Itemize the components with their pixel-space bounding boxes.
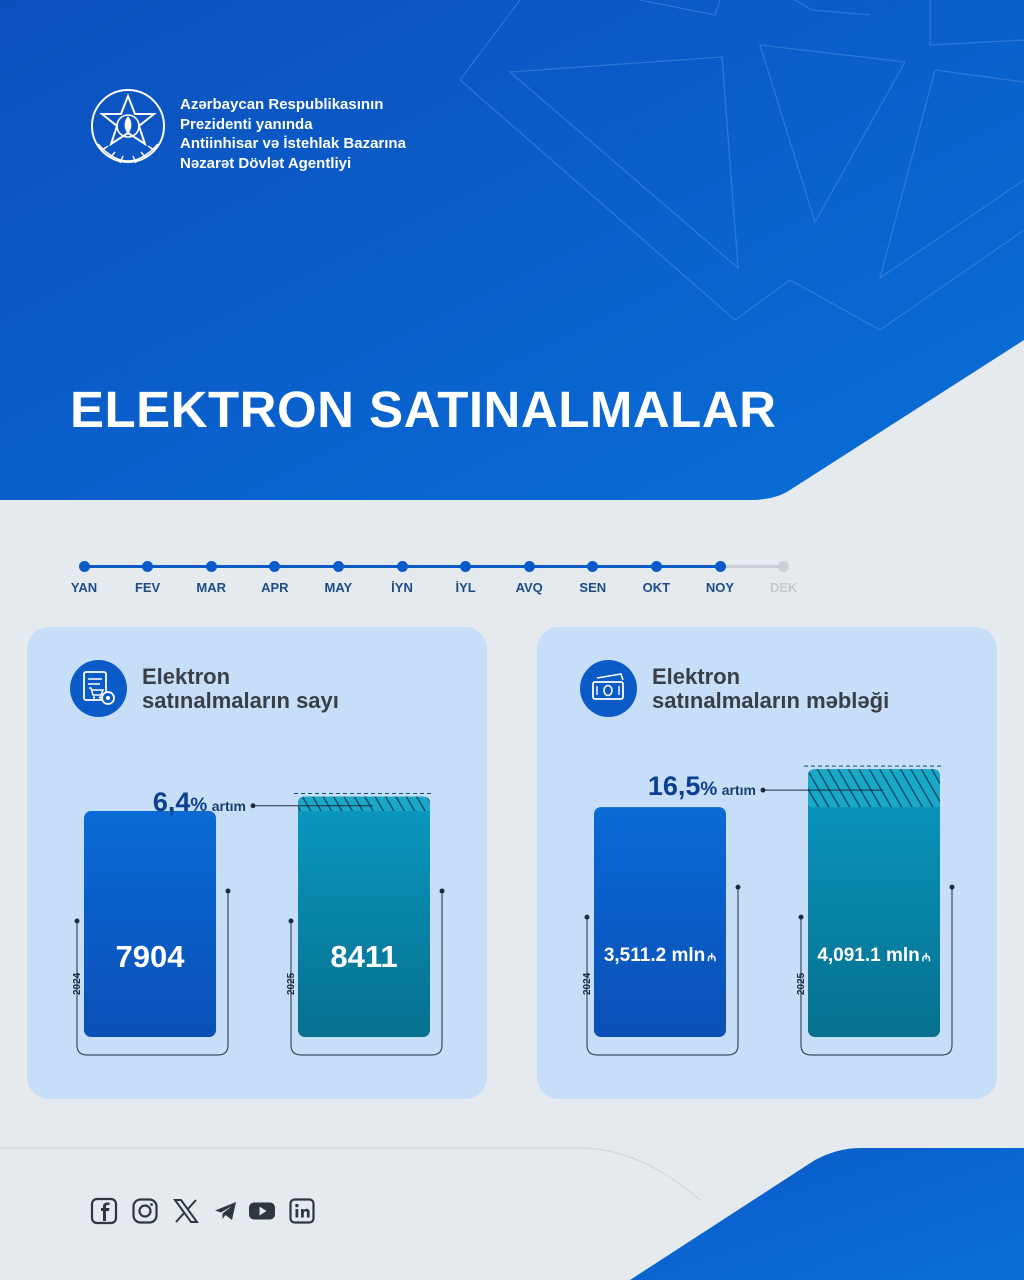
bar-frame [586,887,739,1056]
bar-value-label: 7904 [115,939,185,974]
timeline-dot [714,561,726,572]
bar-frame [800,887,953,1056]
frame-dot [798,914,804,920]
growth-word: artım [721,782,756,799]
timeline-track-inactive [720,565,784,568]
growth-number: 6,4 [152,786,191,817]
timeline-month-label: OKT [642,580,671,595]
timeline-month-label: YAN [70,580,98,595]
card-title-line-2: satınalmaların sayı [142,688,339,713]
month-timeline: YAN FEV MAR APR MAY İYN İYL AVQ SEN OKT NOY DEK [0,550,1024,600]
growth-word: artım [211,797,246,814]
bar-value-text: 4,091.1 mln [817,945,920,966]
cart-document-gear-icon [70,660,127,717]
growth-hatch [298,796,430,812]
growth-number: 16,5 [647,771,701,802]
bar-value-text: 3,511.2 mln [603,945,706,966]
frame-dot [74,918,80,924]
growth-label: 6,4% artım [153,787,246,818]
page-title: ELEKTRON SATINALMALAR [70,381,777,438]
frame-dot [439,888,445,894]
year-label: 2025 [796,972,807,995]
card-title-line-1: Elektron [142,664,231,689]
purchase-count-card: Elektron satınalmaların sayı 6,4% artım 7… [27,627,487,1099]
bar-value-label: 3,511.2 mln ₼ [594,945,726,967]
telegram-icon[interactable] [212,1197,240,1225]
timeline-month-label: DEK [769,580,798,595]
timeline-dot [460,561,472,572]
org-line-3: Antiinhisar və İstehlak Bazarına [180,135,406,152]
timeline-dot [396,561,408,572]
timeline-month-label: AVQ [515,580,543,595]
bar-chart [584,765,955,1056]
timeline-month-label: MAR [196,580,226,595]
bar-frame [76,891,229,1056]
timeline-dot [78,561,90,572]
timeline-dot [332,561,344,572]
year-label: 2024 [72,972,83,995]
timeline-dot [523,561,535,572]
bar-frame [290,891,443,1056]
org-line-1: Azərbaycan Respublikasının [180,96,384,113]
linkedin-icon[interactable] [288,1197,316,1225]
bar-value-label: 4,091.1 mln ₼ [808,945,940,967]
card-title: Elektron satınalmaların sayı [142,665,339,713]
org-line-4: Nəzarət Dövlət Agentliyi [180,154,352,172]
timeline-month-label: MAY [324,580,353,595]
purchase-amount-card: Elektron satınalmaların məbləği 16,5% ar… [537,627,997,1099]
header-background [0,0,1024,500]
bar-2024 [84,811,216,1037]
timeline-dot [778,561,790,572]
timeline-month-label: APR [261,580,289,595]
footer-background [0,1147,1024,1280]
header-banner: Azərbaycan Respublikasının Prezidenti ya… [0,0,1024,500]
frame-dot [584,914,590,920]
state-emblem-icon [91,89,165,164]
card-title-line-1: Elektron [652,664,741,689]
growth-label: 16,5% artım [648,771,756,802]
org-line-2: Prezidenti yanında [180,115,313,133]
manat-symbol: ₼ [707,952,717,964]
card-title: Elektron satınalmaların məbləği [652,665,889,713]
frame-dot [949,884,955,890]
year-label: 2024 [582,972,593,995]
bar-2024 [594,807,726,1037]
bar-chart [74,793,445,1056]
timeline-month-label: İYN [391,580,413,595]
timeline-dot [587,561,599,572]
frame-dot [288,918,294,924]
timeline-dot [142,561,154,572]
card-title-line-2: satınalmaların məbləği [652,688,890,713]
bar-2025 [298,796,430,1037]
footer [0,1140,1024,1280]
frame-dot [225,888,231,894]
manat-symbol: ₼ [921,952,931,964]
money-bill-icon [580,660,637,717]
timeline-dot [650,561,662,572]
growth-hatch [808,769,940,808]
timeline-month-label: SEN [579,580,607,595]
year-label: 2025 [286,972,297,995]
bar-2025 [808,769,940,1037]
x-icon[interactable] [172,1197,200,1225]
timeline-month-label: NOY [705,580,735,595]
timeline-dot [205,561,217,572]
timeline-month-label: İYL [455,580,476,595]
frame-dot [735,884,741,890]
growth-percent: % [190,794,208,816]
youtube-icon[interactable] [248,1197,276,1225]
instagram-icon[interactable] [131,1197,159,1225]
organization-name: Azərbaycan Respublikasının Prezidenti ya… [180,95,406,173]
bar-value-label: 8411 [330,939,398,974]
timeline-month-label: FEV [134,580,161,595]
facebook-icon[interactable] [90,1197,118,1225]
timeline-dot [269,561,281,572]
growth-percent: % [700,779,718,801]
